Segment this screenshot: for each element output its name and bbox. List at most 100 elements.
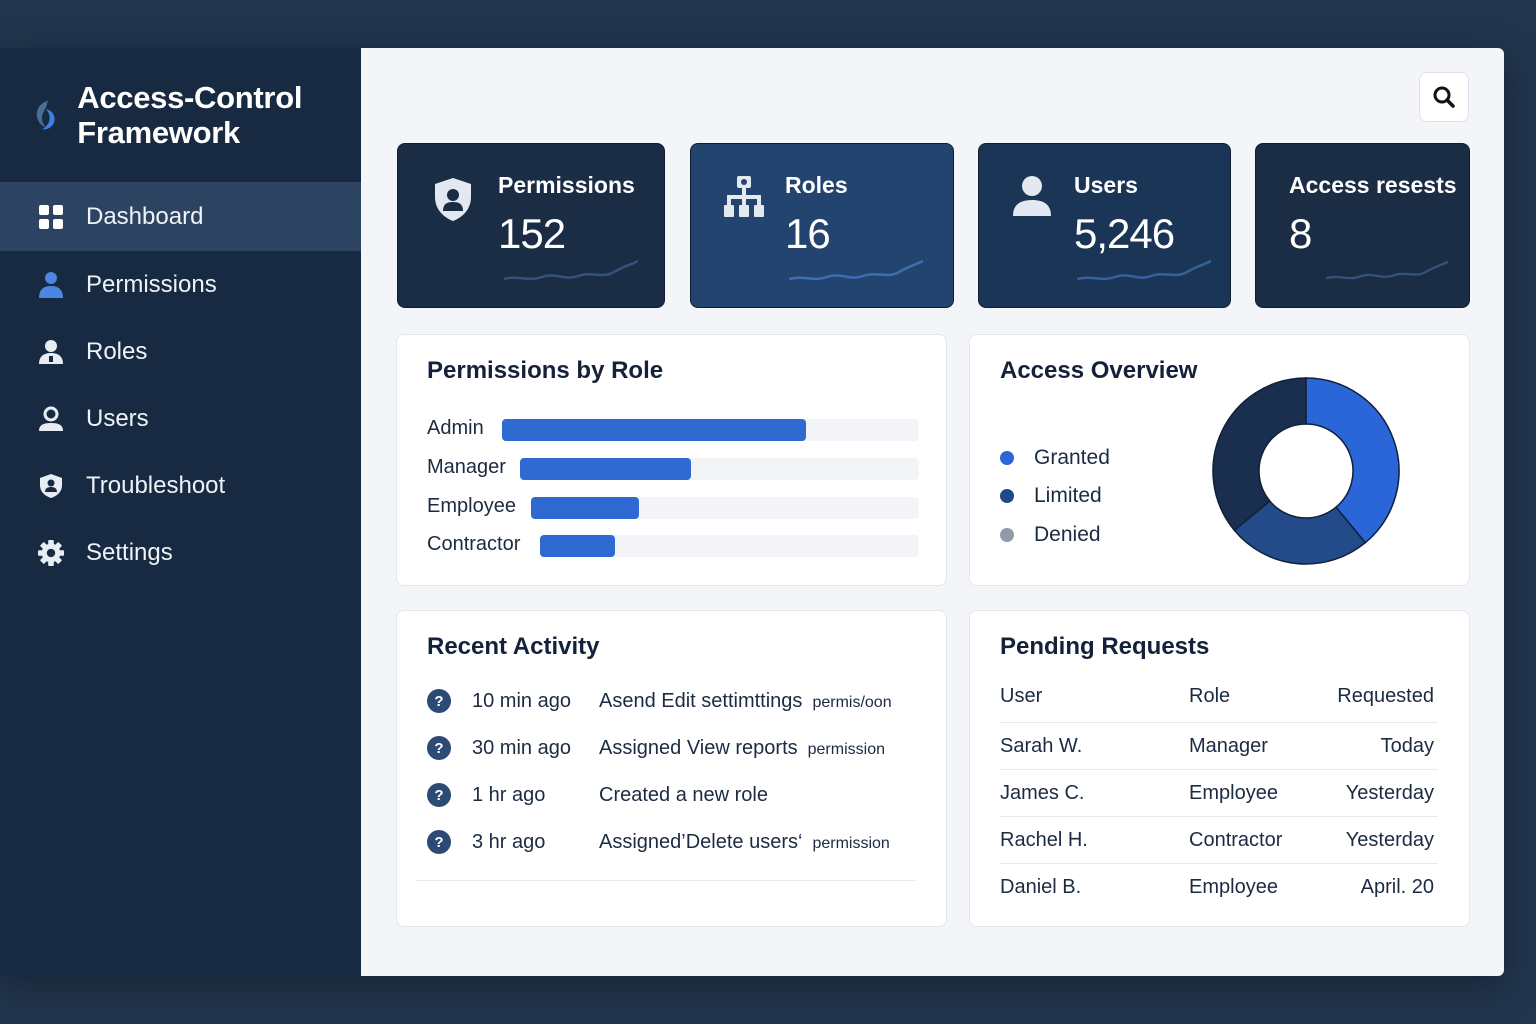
activity-suffix: permis/oon: [812, 693, 892, 711]
legend-label: Denied: [1034, 523, 1101, 546]
table-header: User Role Requested: [1000, 685, 1438, 723]
activity-item[interactable]: ? 10 min ago Asend Edit settimttings permis…: [427, 686, 917, 716]
legend-dot: [1000, 451, 1014, 465]
sidebar-item-label: Permissions: [86, 270, 217, 298]
bar-row: Manager: [427, 456, 919, 480]
table-row[interactable]: Sarah W. Manager Today: [1000, 723, 1438, 770]
sidebar-item-permissions[interactable]: Permissions: [0, 251, 361, 318]
sidebar-item-label: Dashboard: [86, 202, 204, 230]
help-circle-icon: ?: [427, 783, 451, 807]
activity-text: Created a new role: [599, 784, 778, 807]
activity-item[interactable]: ? 30 min ago Assigned View reports permissi…: [427, 733, 917, 763]
cell-role: Contractor: [1189, 828, 1283, 851]
stat-card-users[interactable]: Users 5,246: [978, 143, 1231, 308]
donut-slice: [1212, 377, 1307, 532]
panel-title: Recent Activity: [427, 633, 600, 660]
brand: Access-Control Framework: [0, 48, 361, 182]
stat-card-permissions[interactable]: Permissions 152: [397, 143, 665, 308]
sidebar-item-roles[interactable]: Roles: [0, 318, 361, 385]
user-icon: [38, 271, 64, 298]
pending-requests-table: User Role Requested Sarah W. Manager Today…: [1000, 685, 1438, 911]
column-header-user[interactable]: User: [1000, 685, 1043, 707]
activity-text: Assigned View reports permission: [599, 737, 885, 760]
recent-activity-panel: Recent Activity ? 10 min ago Asend Edit se…: [396, 610, 947, 927]
activity-time: 1 hr ago: [472, 783, 546, 806]
stat-label: Roles: [785, 172, 848, 198]
bar-row: Contractor: [427, 533, 919, 557]
stat-label: Permissions: [498, 172, 635, 198]
dashboard-icon: [38, 204, 64, 230]
bar-label: Employee: [427, 495, 516, 517]
legend-dot: [1000, 528, 1014, 542]
sidebar-item-label: Settings: [86, 538, 173, 566]
stat-card-access-requests[interactable]: Access resests 8: [1255, 143, 1470, 308]
search-icon: [1433, 86, 1455, 108]
donut-chart: [1212, 377, 1400, 565]
stat-label: Users: [1074, 172, 1138, 198]
sidebar-item-dashboard[interactable]: Dashboard: [0, 182, 361, 251]
sidebar-item-label: Users: [86, 404, 149, 432]
shield-user-icon: [435, 178, 471, 221]
table-row[interactable]: Rachel H. Contractor Yesterday: [1000, 817, 1438, 864]
activity-item[interactable]: ? 1 hr ago Created a new role: [427, 780, 917, 810]
bar-label: Admin: [427, 417, 484, 439]
sparkline: [504, 259, 638, 281]
panel-title: Pending Requests: [1000, 633, 1210, 660]
org-chart-icon: [724, 176, 764, 217]
shield-icon: [38, 473, 64, 499]
cell-requested: Yesterday: [1345, 781, 1434, 804]
activity-suffix: permission: [807, 740, 885, 758]
cell-requested: Today: [1380, 734, 1434, 757]
bar-track: [540, 535, 919, 557]
bar: [502, 419, 806, 441]
cell-user: Rachel H.: [1000, 828, 1088, 851]
sparkline: [1077, 259, 1211, 281]
activity-time: 30 min ago: [472, 736, 571, 759]
roles-icon: [38, 339, 64, 365]
donut-slice: [1305, 377, 1400, 544]
sidebar-item-label: Roles: [86, 337, 148, 365]
bar-label: Manager: [427, 456, 506, 478]
cell-user: Daniel B.: [1000, 876, 1082, 898]
legend-item: Limited: [1000, 484, 1102, 508]
bar-row: Admin: [427, 417, 919, 441]
bar-track: [520, 458, 919, 480]
bar-track: [502, 419, 919, 441]
pending-requests-panel: Pending Requests User Role Requested Sar…: [969, 610, 1470, 927]
donut-slice: [1233, 499, 1367, 565]
cell-requested: April. 20: [1360, 876, 1434, 898]
cell-user: James C.: [1000, 781, 1085, 804]
stat-value: 152: [498, 210, 566, 257]
column-header-role[interactable]: Role: [1189, 685, 1231, 707]
activity-description: Asend Edit settimttings: [599, 689, 803, 712]
panel-title: Permissions by Role: [427, 357, 664, 384]
activity-time: 3 hr ago: [472, 830, 546, 853]
bar: [520, 458, 691, 480]
stat-value: 8: [1289, 210, 1312, 257]
stat-value: 16: [785, 210, 831, 257]
activity-text: Assigned’Delete users‘ permission: [599, 831, 890, 854]
cell-role: Manager: [1189, 734, 1268, 757]
gear-icon: [38, 539, 64, 566]
activity-item[interactable]: ? 3 hr ago Assigned’Delete users‘ permissio…: [427, 827, 917, 857]
cell-role: Employee: [1189, 781, 1278, 804]
stat-card-roles[interactable]: Roles 16: [690, 143, 954, 308]
legend-item: Granted: [1000, 446, 1110, 470]
sidebar-item-troubleshoot[interactable]: Troubleshoot: [0, 452, 361, 519]
sidebar-item-users[interactable]: Users: [0, 385, 361, 452]
cell-role: Employee: [1189, 876, 1278, 898]
search-button[interactable]: [1419, 72, 1469, 122]
legend-label: Granted: [1034, 446, 1110, 469]
table-row[interactable]: Daniel B. Employee April. 20: [1000, 864, 1438, 911]
sidebar: Access-Control Framework Dashboard Pe: [0, 48, 361, 976]
sidebar-item-settings[interactable]: Settings: [0, 519, 361, 586]
table-row[interactable]: James C. Employee Yesterday: [1000, 770, 1438, 817]
stat-value: 5,246: [1074, 210, 1175, 257]
help-circle-icon: ?: [427, 830, 451, 854]
logo-icon: [36, 100, 55, 130]
activity-description: Assigned View reports: [599, 736, 798, 759]
column-header-requested[interactable]: Requested: [1337, 685, 1434, 707]
users-icon: [38, 406, 64, 432]
bar-track: [531, 497, 919, 519]
permissions-by-role-panel: Permissions by Role Admin Manager Employee…: [396, 334, 947, 586]
